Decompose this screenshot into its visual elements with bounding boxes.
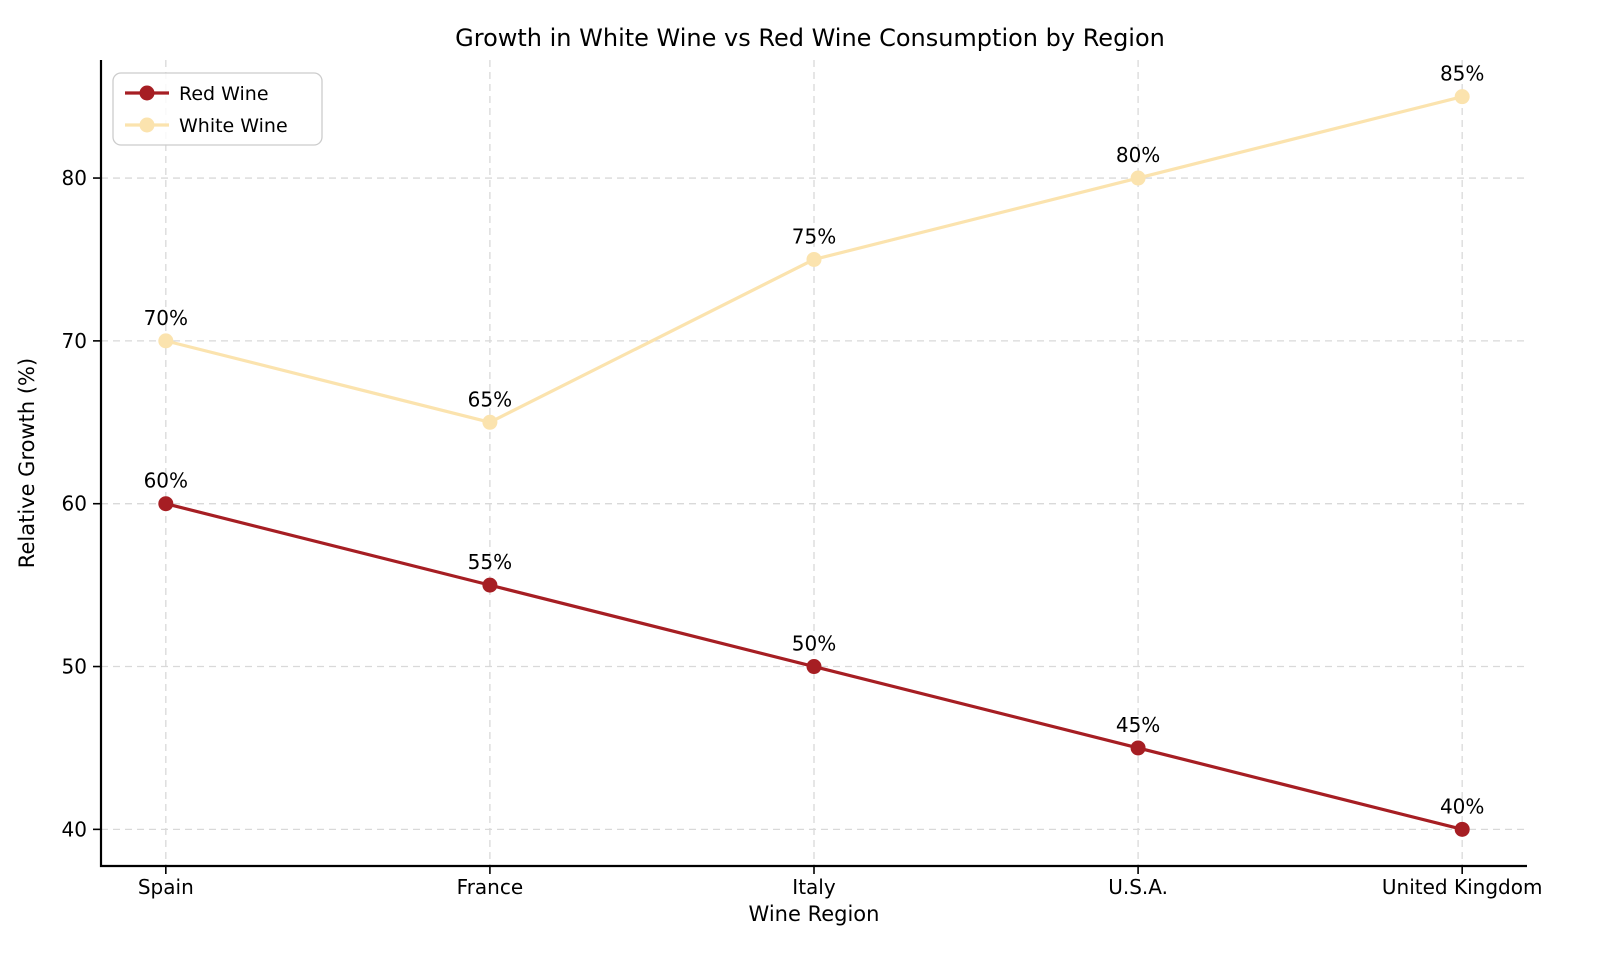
y-axis-label: Relative Growth (%) — [15, 358, 39, 568]
axes-spines — [99, 60, 1527, 868]
x-tick-label: U.S.A. — [1108, 875, 1168, 899]
y-tick-label: 80 — [62, 166, 87, 190]
data-point-label: 50% — [792, 632, 836, 656]
y-tick-label: 70 — [62, 329, 87, 353]
data-series — [158, 89, 1470, 837]
legend-swatch-marker — [139, 85, 155, 101]
data-point-marker — [158, 333, 174, 349]
y-tick-label: 50 — [62, 655, 87, 679]
y-tick-label: 60 — [62, 492, 87, 516]
data-point-marker — [1130, 170, 1146, 186]
legend-item-label: Red Wine — [179, 83, 269, 105]
gridlines — [101, 60, 1527, 866]
axis-spine — [99, 60, 1527, 868]
legend-item-label: White Wine — [179, 115, 288, 137]
data-point-marker — [806, 251, 822, 267]
data-point-label: 45% — [1116, 713, 1160, 737]
data-point-label: 60% — [144, 469, 188, 493]
x-tick-label: Spain — [138, 875, 194, 899]
data-point-label: 80% — [1116, 143, 1160, 167]
x-tick-label: United Kingdom — [1382, 875, 1543, 899]
legend-box — [112, 72, 323, 146]
data-point-label: 40% — [1440, 794, 1484, 818]
data-point-marker — [806, 659, 822, 675]
data-point-marker — [482, 414, 498, 430]
point-annotations: 60% 55% 50% 45% 40% 70% 65% 75% 80% 85% — [144, 62, 1485, 819]
axis-ticks — [93, 177, 1463, 874]
x-tick-label: France — [457, 875, 524, 899]
data-point-label: 75% — [792, 224, 836, 248]
data-point-label: 70% — [144, 306, 188, 330]
data-point-label: 65% — [468, 387, 512, 411]
data-point-marker — [1454, 821, 1470, 837]
data-point-label: 85% — [1440, 62, 1484, 86]
data-point-marker — [482, 577, 498, 593]
y-tick-label: 40 — [62, 817, 87, 841]
chart-title: Growth in White Wine vs Red Wine Consump… — [455, 24, 1165, 52]
legend-swatch-marker — [139, 117, 155, 133]
data-point-marker — [158, 496, 174, 512]
x-axis-label: Wine Region — [749, 902, 880, 926]
data-point-marker — [1130, 740, 1146, 756]
data-point-label: 55% — [468, 550, 512, 574]
legend: Red Wine White Wine — [112, 72, 323, 146]
data-point-marker — [1454, 89, 1470, 105]
x-tick-label: Italy — [792, 875, 836, 899]
axis-tick-labels: 40 50 60 70 80 Spain France Italy U.S.A. United K… — [62, 166, 1543, 899]
